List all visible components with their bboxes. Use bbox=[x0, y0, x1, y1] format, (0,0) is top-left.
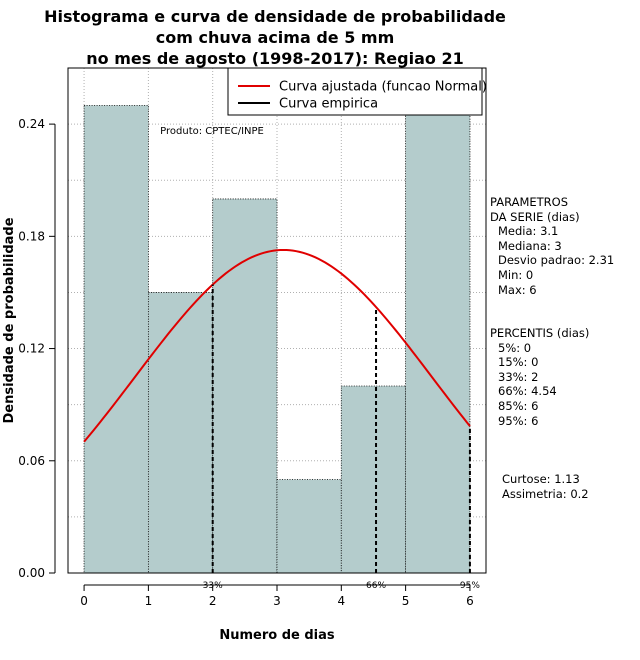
product-annotation: Produto: CPTEC/INPE bbox=[160, 126, 264, 137]
histogram-bar bbox=[212, 198, 278, 574]
param-sd: Desvio padrao: 2.31 bbox=[498, 253, 615, 268]
legend-label: Curva ajustada (funcao Normal) bbox=[279, 80, 487, 95]
x-tick-label: 1 bbox=[145, 594, 153, 608]
x-tick-label: 3 bbox=[273, 594, 281, 608]
x-tick-label: 2 bbox=[209, 594, 217, 608]
kurtosis: Curtose: 1.13 bbox=[502, 472, 580, 486]
fitted-curve-layer bbox=[83, 248, 471, 443]
series-parameters: PARAMETROS DA SERIE (dias) Media: 3.1 Me… bbox=[490, 195, 640, 297]
param-max: Max: 6 bbox=[498, 282, 537, 297]
histogram-bar bbox=[405, 105, 471, 574]
percentile-33: 33%: 2 bbox=[498, 369, 539, 384]
y-tick-label: 0.24 bbox=[18, 117, 45, 131]
title-line-2: com chuva acima de 5 mm bbox=[155, 28, 395, 47]
skewness: Assimetria: 0.2 bbox=[502, 487, 589, 501]
y-tick-label: 0.18 bbox=[18, 229, 45, 243]
y-axis-label: Densidade de probabilidade bbox=[2, 217, 17, 423]
x-tick-label: 4 bbox=[337, 594, 345, 608]
param-median: Mediana: 3 bbox=[498, 238, 562, 253]
percentile-85: 85%: 6 bbox=[498, 398, 539, 413]
shape-stats: Curtose: 1.13 Assimetria: 0.2 bbox=[498, 472, 589, 502]
y-tick-label: 0.00 bbox=[18, 566, 45, 580]
title-line-3: no mes de agosto (1998-2017): Regiao 21 bbox=[86, 49, 464, 68]
percentile-66: 66%: 4.54 bbox=[498, 384, 557, 399]
percentile-95: 95%: 6 bbox=[498, 413, 539, 428]
legend-box bbox=[227, 67, 483, 116]
x-tick-label: 5 bbox=[402, 594, 410, 608]
percentile-5: 5%: 0 bbox=[498, 340, 532, 355]
fitted-normal-curve bbox=[83, 248, 471, 443]
parameters-heading-2: DA SERIE (dias) bbox=[490, 209, 580, 224]
legend: Curva ajustada (funcao Normal) Curva empi… bbox=[227, 67, 487, 116]
axes: 0 1 2 3 4 5 6 0.00 0.06 0.12 0.18 0.24 bbox=[18, 117, 473, 608]
title-line-1: Histograma e curva de densidade de proba… bbox=[44, 7, 506, 26]
x-tick-label: 6 bbox=[466, 594, 474, 608]
percentile-15: 15%: 0 bbox=[498, 355, 539, 370]
y-tick-label: 0.06 bbox=[18, 454, 45, 468]
x-axis-label: Numero de dias bbox=[219, 628, 335, 643]
histogram-bars bbox=[83, 105, 471, 574]
percentiles-heading: PERCENTIS (dias) bbox=[490, 326, 590, 340]
parameters-heading-1: PARAMETROS bbox=[490, 195, 569, 209]
percentile-label: 66% bbox=[366, 581, 386, 591]
legend-label: Curva empirica bbox=[279, 97, 378, 112]
percentiles-panel: PERCENTIS (dias) 5%: 0 15%: 0 33%: 2 66%… bbox=[490, 326, 589, 428]
histogram-bar bbox=[276, 479, 342, 574]
histogram-bar bbox=[340, 385, 407, 574]
histogram-bar bbox=[147, 292, 214, 574]
x-tick-label: 0 bbox=[80, 594, 88, 608]
param-min: Min: 0 bbox=[498, 267, 534, 282]
param-mean: Media: 3.1 bbox=[498, 224, 559, 239]
histogram-bar bbox=[83, 105, 149, 574]
chart-title: Histograma e curva de densidade de proba… bbox=[0, 6, 550, 69]
y-tick-label: 0.12 bbox=[18, 342, 45, 356]
